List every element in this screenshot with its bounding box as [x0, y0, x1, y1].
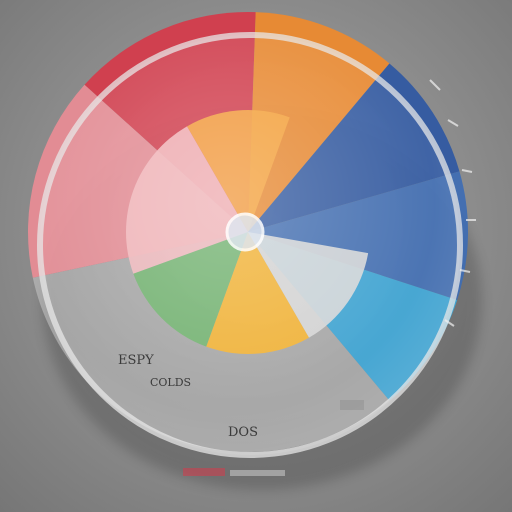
rim-detail-sticker [340, 400, 364, 410]
rim-ticks [429, 79, 476, 327]
label-middle: COLDS [150, 376, 191, 389]
rim-detail-left [183, 468, 225, 476]
label-left: ESPY [118, 353, 154, 368]
label-bottom: DOS [228, 425, 258, 440]
center-hub [225, 212, 265, 252]
rim-detail-right [230, 470, 285, 476]
wheel-rim [37, 32, 463, 458]
